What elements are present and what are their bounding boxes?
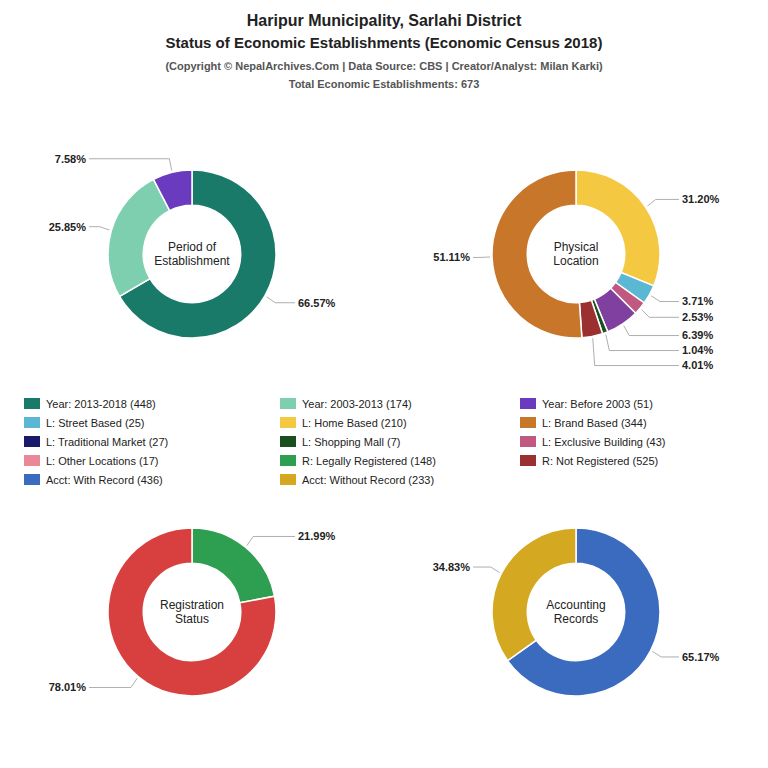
slices [108,528,276,696]
legend-swatch [24,398,40,409]
legend-item: L: Brand Based (344) [520,417,647,429]
data-label: 78.01% [49,681,87,693]
leader-line [642,310,679,318]
legend-swatch [280,436,296,447]
legend-item: L: Other Locations (17) [24,455,159,467]
legend-label: R: Legally Registered (148) [302,455,436,467]
leader-line [624,326,679,336]
legend-swatch [520,417,536,428]
leader-line [606,335,679,351]
leader-line [89,159,172,171]
data-labels: 31.20% 3.71% 2.53% 6.39% 1.04% 4.01% 51.11% [433,193,719,371]
legend-swatch [24,474,40,485]
legend: Year: 2013-2018 (448) Year: 2003-2013 (17… [24,398,666,486]
center-label: Period ofEstablishment [154,240,230,268]
leader-line [89,227,109,230]
data-label: 7.58% [55,153,86,165]
legend-item: Acct: With Record (436) [24,474,163,486]
chart-root: Haripur Municipality, Sarlahi District St… [0,0,768,768]
legend-swatch [24,417,40,428]
leader-line [652,651,679,657]
legend-swatch [24,455,40,466]
slices [492,170,660,338]
pie: Period ofEstablishment 66.57% 25.85% 7.58% [49,153,336,338]
legend-swatch [520,398,536,409]
data-label: 65.17% [682,651,720,663]
subtitle: Total Economic Establishments: 673 [289,78,480,90]
legend-label: Year: Before 2003 (51) [542,398,653,410]
leader-line [593,338,679,365]
data-label: 31.20% [682,193,720,205]
leader-line [267,297,295,303]
legend-label: Year: 2003-2013 (174) [302,398,412,410]
slice [192,528,275,603]
data-label: 21.99% [298,530,336,542]
data-label: 1.04% [682,344,713,356]
legend-item: L: Exclusive Building (43) [520,436,666,448]
slice [153,170,192,211]
legend-swatch [24,436,40,447]
legend-item: L: Traditional Market (27) [24,436,168,448]
data-label: 66.57% [298,297,336,309]
legend-swatch [520,436,536,447]
legend-label: Year: 2013-2018 (448) [46,398,156,410]
legend-item: Acct: Without Record (233) [280,474,434,486]
data-labels: 21.99% 78.01% [49,530,336,693]
subtitle: (Copyright © NepalArchives.Com | Data So… [165,60,603,72]
pie: AccountingRecords 65.17% 34.83% [433,528,720,696]
data-labels: 66.57% 25.85% 7.58% [49,153,336,309]
data-labels: 65.17% 34.83% [433,561,720,663]
legend-label: L: Other Locations (17) [46,455,159,467]
data-label: 4.01% [682,359,713,371]
legend-swatch [280,455,296,466]
legend-label: Acct: With Record (436) [46,474,163,486]
legend-swatch [280,398,296,409]
legend-label: L: Home Based (210) [302,417,407,429]
legend-item: L: Shopping Mall (7) [280,436,400,448]
data-label: 6.39% [682,329,713,341]
data-label: 51.11% [433,251,470,263]
legend-item: Year: Before 2003 (51) [520,398,653,410]
pie: PhysicalLocation 31.20% 3.71% 2.53% 6.39% 1.0… [433,170,719,371]
data-label: 2.53% [682,311,713,323]
legend-label: L: Brand Based (344) [542,417,647,429]
slices [492,528,660,696]
slice [108,179,170,296]
title: Haripur Municipality, Sarlahi District [247,12,522,29]
leader-line [473,257,490,258]
slices [108,170,276,338]
leader-line [647,199,679,206]
legend-swatch [280,417,296,428]
legend-label: R: Not Registered (525) [542,455,658,467]
slice [492,528,576,661]
data-label: 25.85% [49,221,87,233]
legend-label: L: Street Based (25) [46,417,144,429]
legend-item: Year: 2013-2018 (448) [24,398,156,410]
legend-swatch [280,474,296,485]
leader-line [473,567,500,573]
legend-label: L: Exclusive Building (43) [542,436,666,448]
leader-line [89,678,137,687]
legend-swatch [520,455,536,466]
slice [108,528,276,696]
legend-item: L: Street Based (25) [24,417,144,429]
legend-label: Acct: Without Record (233) [302,474,434,486]
leader-line [651,296,679,302]
legend-item: R: Legally Registered (148) [280,455,436,467]
center-label: PhysicalLocation [553,240,598,268]
legend-item: Year: 2003-2013 (174) [280,398,412,410]
legend-label: L: Shopping Mall (7) [302,436,400,448]
data-label: 3.71% [682,295,713,307]
title: Status of Economic Establishments (Econo… [166,34,603,51]
center-label: RegistrationStatus [160,598,224,626]
pie: RegistrationStatus 21.99% 78.01% [49,528,336,696]
legend-item: L: Home Based (210) [280,417,407,429]
center-label: AccountingRecords [546,598,605,626]
slice [579,300,602,338]
legend-label: L: Traditional Market (27) [46,436,168,448]
leader-line [247,536,295,545]
slice [576,170,660,286]
legend-item: R: Not Registered (525) [520,455,658,467]
data-label: 34.83% [433,561,471,573]
